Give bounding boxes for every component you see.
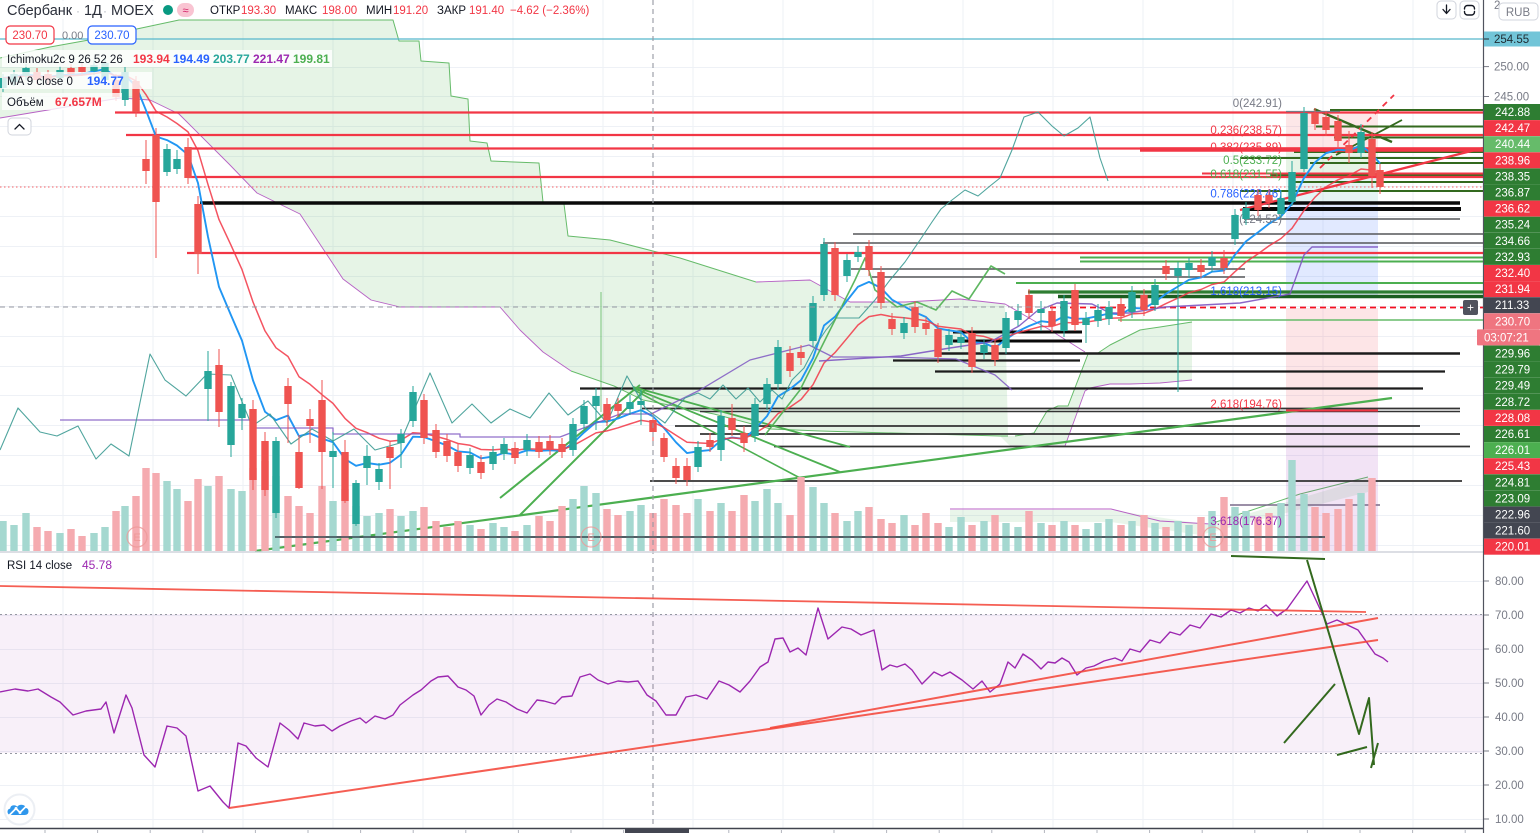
svg-text:223.09: 223.09 [1495, 493, 1530, 505]
svg-text:67.657M: 67.657M [55, 95, 102, 109]
svg-text:193.30: 193.30 [241, 5, 276, 17]
svg-text:1(224.52): 1(224.52) [1233, 214, 1282, 226]
svg-text:80.00: 80.00 [1495, 576, 1524, 588]
svg-text:1.618(213.15): 1.618(213.15) [1210, 286, 1282, 298]
svg-text:194.49: 194.49 [173, 52, 210, 66]
svg-text:2.618(194.76): 2.618(194.76) [1210, 399, 1282, 411]
svg-text:229.79: 229.79 [1495, 365, 1530, 377]
svg-text:228.72: 228.72 [1495, 397, 1530, 409]
svg-text:0.236(238.57): 0.236(238.57) [1210, 125, 1282, 137]
svg-text:−4.62 (−2.36%): −4.62 (−2.36%) [510, 5, 589, 17]
svg-text:225.43: 225.43 [1495, 461, 1530, 473]
svg-text:250.00: 250.00 [1494, 62, 1529, 74]
svg-text:2: 2 [1494, 0, 1500, 12]
svg-text:60.00: 60.00 [1495, 644, 1524, 656]
svg-text:229.49: 229.49 [1495, 381, 1530, 393]
svg-text:0.382(235.89): 0.382(235.89) [1210, 142, 1282, 154]
svg-text:45.78: 45.78 [82, 558, 112, 572]
svg-text:221.60: 221.60 [1495, 526, 1530, 538]
svg-text:245.00: 245.00 [1494, 92, 1529, 104]
svg-text:Объём: Объём [7, 97, 44, 109]
svg-text:224.81: 224.81 [1495, 477, 1530, 489]
svg-text:10.00: 10.00 [1495, 814, 1524, 826]
svg-text:199.81: 199.81 [293, 52, 330, 66]
svg-text:228.08: 228.08 [1495, 413, 1530, 425]
svg-text:+: + [1467, 301, 1474, 315]
svg-text:3.618(176.37): 3.618(176.37) [1210, 516, 1282, 528]
svg-text:232.40: 232.40 [1495, 268, 1530, 280]
svg-text:RUB: RUB [1506, 7, 1531, 19]
svg-text:203.77: 203.77 [213, 52, 250, 66]
svg-text:220.01: 220.01 [1495, 542, 1530, 554]
svg-text:221.47: 221.47 [253, 52, 290, 66]
svg-text:242.47: 242.47 [1495, 123, 1530, 135]
svg-text:238.96: 238.96 [1495, 155, 1530, 167]
svg-text:E: E [1209, 532, 1216, 544]
svg-text:E: E [587, 532, 594, 544]
svg-text:198.00: 198.00 [322, 5, 357, 17]
svg-text:194.77: 194.77 [87, 74, 124, 88]
svg-text:238.35: 238.35 [1495, 171, 1530, 183]
svg-text:МИН: МИН [366, 5, 392, 17]
svg-text:242.88: 242.88 [1495, 107, 1530, 119]
svg-text:211.33: 211.33 [1495, 300, 1529, 312]
svg-text:191.20: 191.20 [393, 5, 428, 17]
svg-text:70.00: 70.00 [1495, 610, 1524, 622]
svg-text:50.00: 50.00 [1495, 678, 1524, 690]
svg-text:1Д: 1Д [84, 3, 102, 19]
svg-text:E: E [133, 532, 140, 544]
svg-text:236.87: 236.87 [1495, 188, 1530, 200]
svg-text:RSI 14 close: RSI 14 close [7, 560, 72, 572]
svg-text:30.00: 30.00 [1495, 746, 1524, 758]
svg-text:·: · [103, 4, 107, 18]
svg-text:230.70: 230.70 [94, 30, 129, 42]
svg-text:236.62: 236.62 [1495, 204, 1530, 216]
svg-text:Ichimoku2c 9 26 52 26: Ichimoku2c 9 26 52 26 [7, 54, 123, 66]
svg-text:МАКС: МАКС [285, 5, 317, 17]
svg-text:ЗАКР: ЗАКР [437, 5, 466, 17]
svg-text:20.00: 20.00 [1495, 780, 1524, 792]
svg-text:230.70: 230.70 [12, 30, 47, 42]
svg-text:226.01: 226.01 [1495, 445, 1530, 457]
svg-text:Сбербанк: Сбербанк [7, 3, 73, 19]
svg-text:0.5(233.72): 0.5(233.72) [1223, 155, 1282, 167]
svg-text:191.40: 191.40 [469, 5, 504, 17]
svg-text:0(242.91): 0(242.91) [1233, 98, 1282, 110]
svg-text:240.44: 240.44 [1495, 139, 1531, 151]
svg-text:ОТКР: ОТКР [210, 5, 241, 17]
svg-text:222.96: 222.96 [1495, 510, 1530, 522]
svg-text:229.96: 229.96 [1495, 349, 1530, 361]
svg-text:254.55: 254.55 [1494, 34, 1529, 46]
svg-text:0.00: 0.00 [62, 30, 83, 42]
svg-text:232.93: 232.93 [1495, 252, 1530, 264]
svg-text:MA 9 close 0: MA 9 close 0 [7, 76, 73, 88]
svg-text:≈: ≈ [182, 5, 188, 17]
svg-text:03:07:21: 03:07:21 [1484, 332, 1529, 344]
svg-text:0.786(228.46): 0.786(228.46) [1210, 189, 1282, 201]
svg-text:MOEX: MOEX [111, 3, 154, 19]
svg-text:226.61: 226.61 [1495, 429, 1530, 441]
svg-text:·: · [76, 4, 80, 18]
svg-text:0.618(231.55): 0.618(231.55) [1210, 169, 1282, 181]
svg-text:234.66: 234.66 [1495, 236, 1530, 248]
svg-text:193.94: 193.94 [133, 52, 170, 66]
svg-text:231.94: 231.94 [1495, 284, 1531, 296]
svg-text:235.24: 235.24 [1495, 220, 1531, 232]
svg-text:40.00: 40.00 [1495, 712, 1524, 724]
svg-text:230.70: 230.70 [1495, 316, 1530, 328]
